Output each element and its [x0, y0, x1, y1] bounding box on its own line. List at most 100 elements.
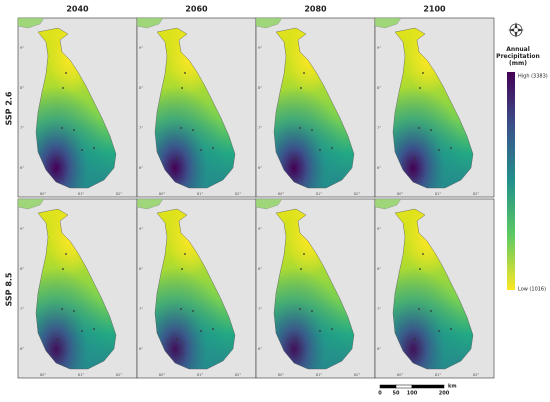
station	[438, 149, 440, 151]
lat-tick: 9°	[258, 227, 262, 231]
station	[331, 147, 333, 149]
mainland	[255, 198, 283, 210]
lat-tick: 7°	[139, 307, 143, 311]
lon-tick: 82°	[116, 373, 122, 377]
mainland	[136, 17, 164, 29]
station	[418, 308, 420, 310]
station	[295, 157, 297, 159]
station	[299, 308, 301, 310]
station	[81, 149, 83, 151]
row-label: SSP 2.6	[5, 91, 14, 125]
station	[414, 157, 416, 159]
lat-tick: 6°	[377, 166, 381, 170]
lat-tick: 6°	[139, 166, 143, 170]
lon-tick: 80°	[40, 373, 46, 377]
station	[311, 129, 313, 131]
lon-tick: 82°	[235, 373, 241, 377]
station	[65, 253, 67, 255]
lat-tick: 9°	[139, 227, 143, 231]
scale-segment	[379, 384, 397, 389]
station	[73, 310, 75, 312]
lat-tick: 9°	[377, 46, 381, 50]
station	[180, 127, 182, 129]
column-header: 2080	[304, 5, 327, 14]
station	[200, 149, 202, 151]
station	[62, 268, 64, 270]
legend: Annual Precipitation (mm) High (3383) Low …	[496, 22, 548, 293]
station	[57, 338, 59, 340]
color-bar	[507, 72, 515, 290]
mainland	[17, 198, 45, 210]
lat-tick: 8°	[139, 86, 143, 90]
map-panel: 80° 81° 82° 6° 7° 8° 9°	[17, 198, 138, 379]
station	[419, 87, 421, 89]
lon-tick: 82°	[235, 192, 241, 196]
lat-tick: 9°	[377, 227, 381, 231]
lat-tick: 9°	[20, 227, 24, 231]
legend-low: Low (1016)	[518, 287, 546, 293]
mainland	[136, 198, 164, 210]
station	[438, 330, 440, 332]
lat-tick: 6°	[20, 166, 24, 170]
lon-tick: 80°	[397, 192, 403, 196]
scale-label: 200	[439, 391, 450, 397]
station	[430, 310, 432, 312]
lon-tick: 81°	[78, 373, 84, 377]
column-header: 2060	[185, 5, 208, 14]
compass	[508, 22, 524, 38]
station	[73, 129, 75, 131]
scale-unit: km	[448, 384, 457, 390]
station	[212, 328, 214, 330]
map-panel: 80° 81° 82° 6° 7° 8° 9°	[136, 198, 257, 379]
map-panel: 80° 81° 82° 6° 7° 8° 9°	[255, 17, 376, 198]
lat-tick: 8°	[20, 86, 24, 90]
station	[200, 330, 202, 332]
station	[299, 127, 301, 129]
legend-high: High (3383)	[518, 74, 548, 80]
lat-tick: 9°	[20, 46, 24, 50]
lon-tick: 80°	[159, 373, 165, 377]
lon-tick: 81°	[197, 373, 203, 377]
mainland	[255, 17, 283, 29]
station	[430, 129, 432, 131]
lat-tick: 8°	[377, 267, 381, 271]
station	[61, 308, 63, 310]
lat-tick: 8°	[20, 267, 24, 271]
scale-label: 0	[378, 391, 382, 397]
lat-tick: 8°	[139, 267, 143, 271]
lon-tick: 82°	[473, 373, 479, 377]
map-panel: 80° 81° 82° 6° 7° 8° 9°	[374, 17, 495, 198]
lat-tick: 7°	[377, 126, 381, 130]
lat-tick: 8°	[258, 86, 262, 90]
station	[319, 149, 321, 151]
station	[331, 328, 333, 330]
lat-tick: 7°	[20, 126, 24, 130]
station	[181, 87, 183, 89]
lat-tick: 8°	[258, 267, 262, 271]
station	[184, 253, 186, 255]
station	[450, 328, 452, 330]
lon-tick: 81°	[435, 373, 441, 377]
lon-tick: 82°	[354, 192, 360, 196]
station	[303, 72, 305, 74]
station	[311, 310, 313, 312]
station	[176, 338, 178, 340]
lon-tick: 81°	[435, 192, 441, 196]
scale-segment	[395, 384, 413, 389]
station	[418, 127, 420, 129]
lon-tick: 81°	[197, 192, 203, 196]
scale-segment	[411, 384, 445, 389]
lat-tick: 6°	[258, 347, 262, 351]
station	[300, 87, 302, 89]
station	[422, 253, 424, 255]
lon-tick: 82°	[116, 192, 122, 196]
station	[93, 147, 95, 149]
lon-tick: 81°	[78, 192, 84, 196]
lat-tick: 9°	[258, 46, 262, 50]
lat-tick: 6°	[258, 166, 262, 170]
map-panel: 80° 81° 82° 6° 7° 8° 9°	[17, 17, 138, 198]
row-label: SSP 8.5	[5, 272, 14, 306]
station	[319, 330, 321, 332]
